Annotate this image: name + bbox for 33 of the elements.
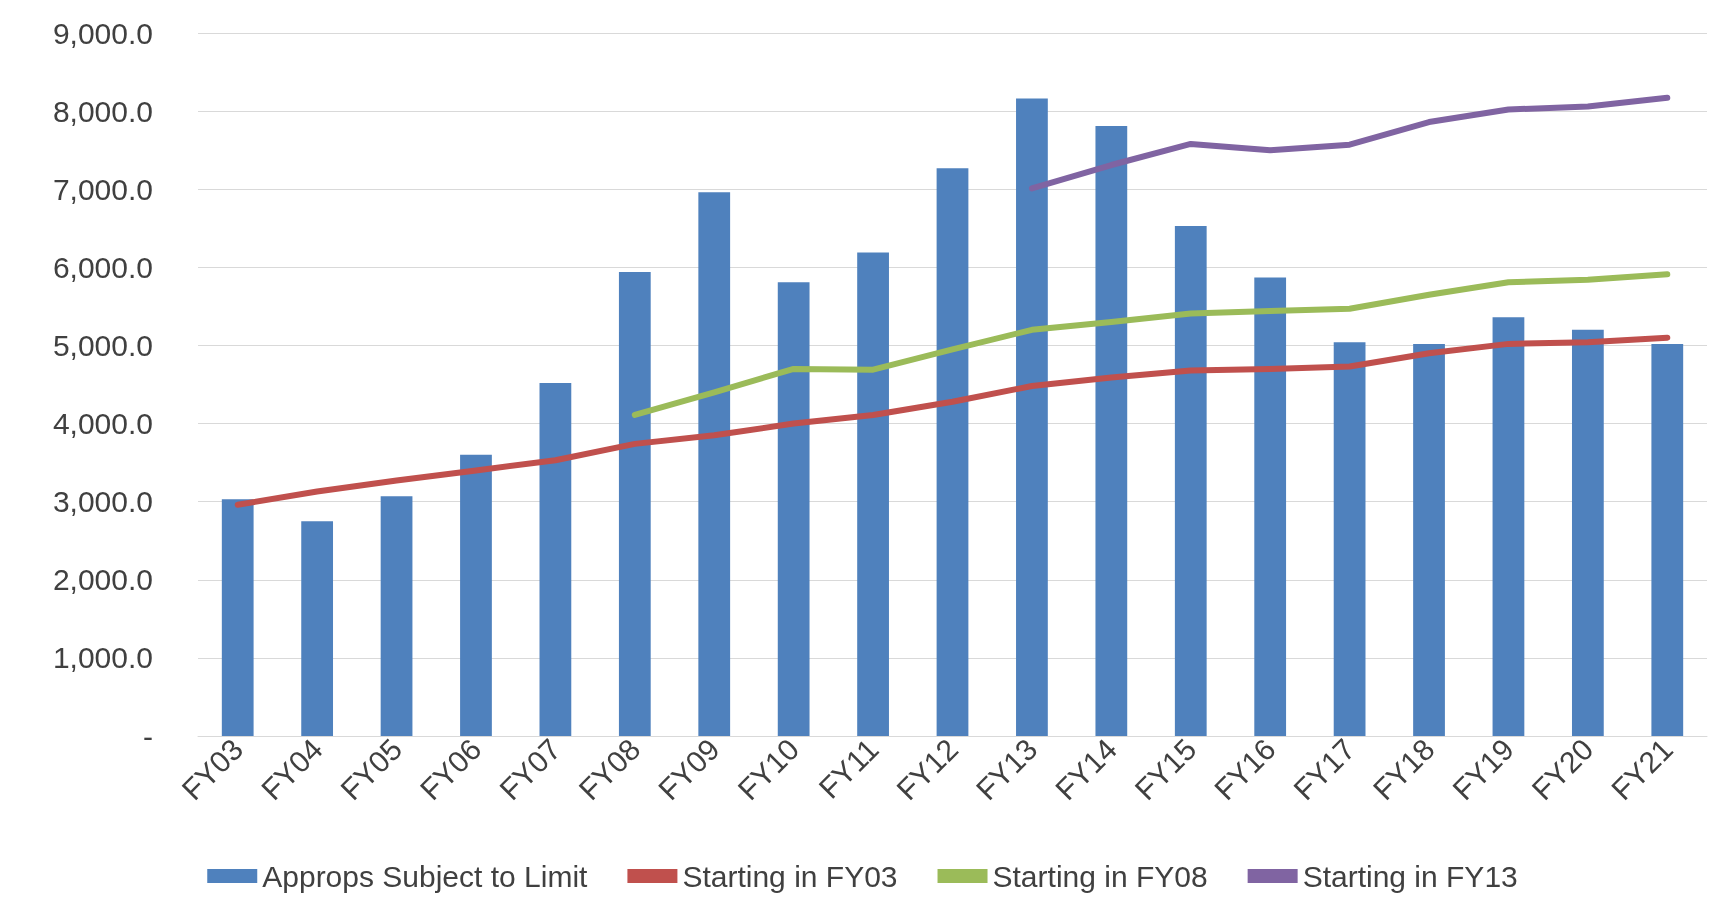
y-tick-label: 3,000.0 — [52, 485, 153, 519]
bar — [1254, 277, 1287, 736]
bar — [539, 382, 572, 736]
y-tick-label: 4,000.0 — [52, 407, 153, 441]
y-tick-label: 7,000.0 — [52, 172, 153, 206]
bar — [698, 192, 731, 736]
bar — [221, 499, 254, 736]
bar — [1492, 317, 1525, 736]
legend-label: Approps Subject to Limit — [262, 859, 589, 893]
y-tick-label: - — [143, 719, 153, 753]
y-tick-label: 8,000.0 — [52, 94, 153, 128]
bar — [1413, 343, 1445, 736]
bar — [936, 168, 969, 736]
legend-label: Starting in FY08 — [992, 859, 1208, 893]
legend-label: Starting in FY03 — [682, 859, 898, 893]
bar — [777, 282, 810, 736]
bar — [618, 272, 651, 736]
bar — [1651, 343, 1684, 736]
bar — [1174, 225, 1207, 736]
bar — [1333, 342, 1366, 736]
bar — [1571, 329, 1604, 736]
bar — [460, 454, 492, 736]
bar — [380, 496, 413, 736]
bar — [301, 521, 334, 736]
y-tick-label: 5,000.0 — [52, 328, 153, 362]
legend-label: Starting in FY13 — [1302, 859, 1518, 893]
y-tick-label: 9,000.0 — [52, 16, 153, 50]
y-tick-label: 2,000.0 — [52, 563, 153, 597]
bar — [857, 252, 889, 736]
y-tick-label: 6,000.0 — [52, 250, 153, 284]
bar — [1095, 125, 1128, 736]
bar — [1016, 98, 1048, 736]
y-tick-label: 1,000.0 — [52, 641, 153, 675]
